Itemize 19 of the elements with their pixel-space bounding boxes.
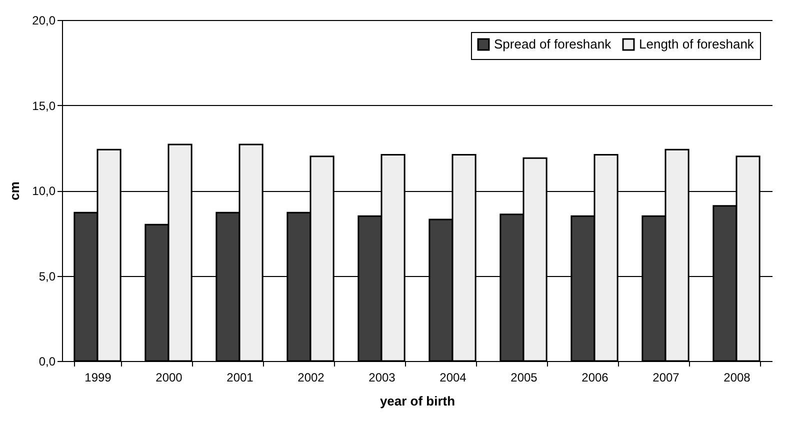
- legend-label: Spread of foreshank: [494, 36, 612, 52]
- y-tick-label: 0,0: [38, 354, 56, 368]
- x-tick-label: 2003: [368, 370, 396, 384]
- legend-label: Length of foreshank: [639, 36, 754, 52]
- x-axis-title: year of birth: [380, 394, 456, 408]
- y-tick-label: 5,0: [38, 269, 56, 284]
- x-tick-label: 1999: [84, 370, 112, 384]
- y-tick-label: 15,0: [32, 98, 56, 113]
- y-tick-label: 10,0: [32, 184, 56, 198]
- x-tick-label: 2005: [510, 370, 538, 384]
- y-tick-label: 20,0: [32, 14, 56, 28]
- x-tick-label: 2002: [298, 370, 325, 384]
- x-tick-label: 2001: [226, 370, 254, 384]
- x-tick-label: 2007: [652, 370, 680, 384]
- x-tick-label: 2004: [440, 370, 467, 384]
- x-tick-label: 2000: [156, 370, 183, 384]
- x-tick-label: 2008: [724, 370, 751, 384]
- x-tick-label: 2006: [582, 370, 609, 384]
- y-axis-title: cm: [7, 182, 22, 200]
